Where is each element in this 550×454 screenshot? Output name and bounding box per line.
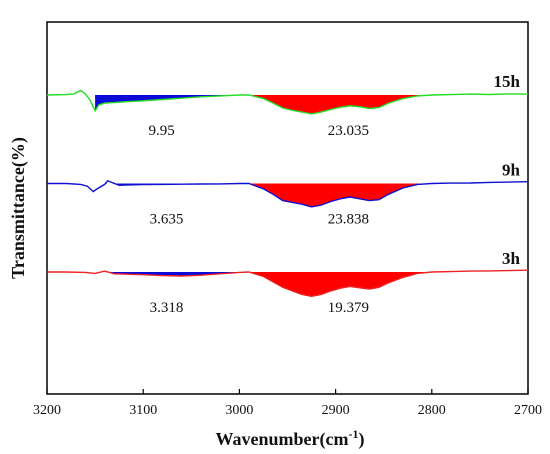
plot-area: 9.95 23.035 15h 3.635 23.838 9h 3.318 19.379 3h bbox=[46, 21, 529, 395]
x-tick-label-2700: 2700 bbox=[514, 403, 542, 418]
x-axis-title-main: Wavenumber(cm bbox=[216, 429, 349, 450]
x-tick-label-2800: 2800 bbox=[418, 403, 446, 418]
series-label-15h: 15h bbox=[494, 72, 521, 91]
x-axis-title-superscript: -1 bbox=[348, 427, 358, 441]
integrated-area-15h-1 bbox=[95, 95, 240, 111]
x-axis: 3200 3100 3000 2900 2800 2700 bbox=[33, 389, 542, 418]
series-3h: 3.318 19.379 3h bbox=[47, 249, 529, 316]
integrated-area-9h-2 bbox=[249, 183, 432, 207]
series-15h: 9.95 23.035 15h bbox=[46, 72, 529, 139]
area-label-3h-1: 3.318 bbox=[150, 300, 184, 316]
area-label-9h-1: 3.635 bbox=[150, 212, 184, 228]
y-axis-title: Transmittance(%) bbox=[8, 137, 29, 279]
x-axis-title-close: ) bbox=[358, 429, 364, 450]
area-label-15h-1: 9.95 bbox=[149, 123, 175, 139]
x-axis-title: Wavenumber(cm-1) bbox=[216, 427, 365, 450]
area-label-15h-2: 23.035 bbox=[328, 123, 369, 139]
integrated-area-3h-2 bbox=[249, 272, 432, 297]
integrated-area-3h-1 bbox=[104, 272, 240, 276]
x-tick-label-3200: 3200 bbox=[33, 403, 61, 418]
plot-frame bbox=[46, 21, 529, 395]
series-label-3h: 3h bbox=[502, 249, 521, 268]
integrated-area-15h-2 bbox=[249, 95, 432, 114]
x-tick-label-3100: 3100 bbox=[129, 403, 157, 418]
series-layer: 9.95 23.035 15h 3.635 23.838 9h 3.318 19.379 3h bbox=[46, 72, 529, 316]
series-label-9h: 9h bbox=[502, 161, 521, 180]
x-tick-label-3000: 3000 bbox=[225, 403, 253, 418]
area-label-9h-2: 23.838 bbox=[328, 212, 369, 228]
area-label-3h-2: 19.379 bbox=[328, 300, 369, 316]
series-9h: 3.635 23.838 9h bbox=[47, 161, 529, 228]
series-line-3h bbox=[47, 269, 529, 298]
series-line-15h bbox=[46, 89, 529, 115]
series-line-9h bbox=[47, 179, 529, 208]
x-tick-label-2900: 2900 bbox=[322, 403, 350, 418]
